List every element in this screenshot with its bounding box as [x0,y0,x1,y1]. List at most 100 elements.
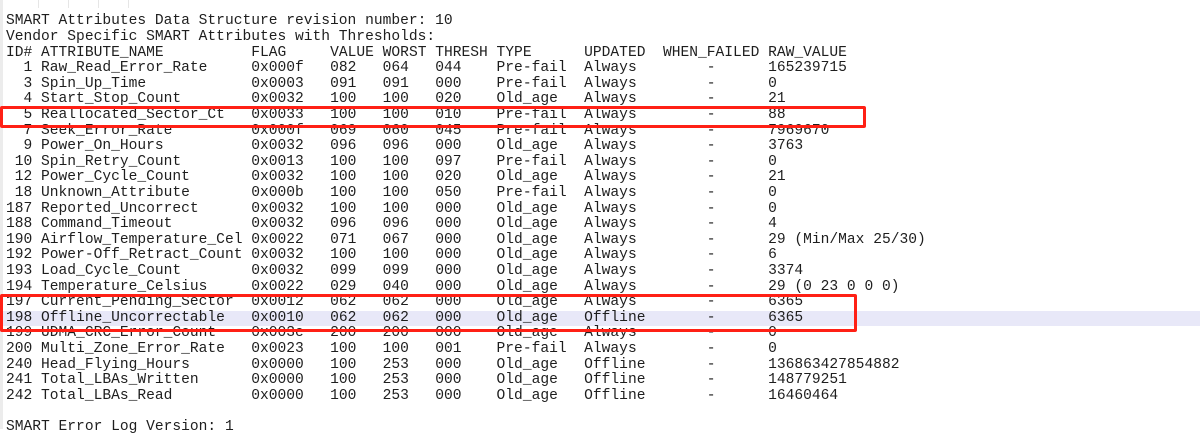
raw-value-cell: 0 [768,153,777,170]
type-cell: Pre-fail [496,185,567,201]
attribute-name-cell: Power-Off_Retract_Count [41,247,243,264]
when-failed-cell: - [706,107,716,123]
table-row[interactable]: 192 Power-Off_Retract_Count 0x0032 100 100 00… [6,248,1200,264]
id-cell: 7 [23,122,33,139]
thresh-cell: 000 [435,294,462,311]
thresh-cell: 000 [435,200,462,217]
when-failed-cell: - [706,185,716,201]
thresh-cell: 000 [435,325,462,342]
raw-value-cell: 7969670 [768,122,830,139]
updated-cell: Always [584,325,637,342]
error-log-version-line: SMART Error Log Version: 1 [6,419,234,435]
updated-cell: Offline [584,372,646,389]
when-failed-cell: - [706,231,716,248]
raw-value-cell: 3763 [768,138,804,155]
thresh-cell: 044 [435,60,462,77]
value-cell: 100 [330,91,357,108]
table-row[interactable]: 18 Unknown_Attribute 0x000b 100 100 050 Pre-fa… [6,185,1200,202]
updated-cell: Always [584,216,637,233]
updated-cell: Always [584,247,637,264]
column-header: ID# [6,44,33,61]
attribute-name-cell: Head_Flying_Hours [41,356,190,373]
id-cell: 199 [6,325,33,342]
type-cell: Old_age [496,387,558,404]
table-row[interactable]: 194 Temperature_Celsius 0x0022 029 040 000 Old… [6,278,1200,296]
when-failed-cell: - [706,200,716,217]
flag-cell: 0x000f [251,122,304,139]
id-cell: 197 [6,294,33,311]
attribute-name-cell: Current_Pending_Sector [41,294,234,311]
when-failed-cell: - [706,122,716,139]
worst-cell: 100 [382,200,409,217]
thresh-cell: 020 [435,91,462,108]
when-failed-cell: - [706,356,716,373]
table-row[interactable]: 1 Raw_Read_Error_Rate 0x000f 082 064 044 Pre-f… [6,61,1200,77]
raw-value-cell: 88 [768,107,786,123]
attribute-name-cell: Start_Stop_Count [41,91,182,108]
when-failed-cell: - [706,372,716,389]
value-cell: 099 [330,263,357,279]
worst-cell: 200 [382,325,409,342]
id-cell: 194 [6,278,33,295]
value-cell: 100 [330,356,357,373]
table-row[interactable]: 9 Power_On_Hours 0x0032 096 096 000 Old_age Alw… [6,139,1200,155]
attribute-name-cell: Offline_Uncorrectable [41,309,225,326]
thresh-cell: 000 [435,247,462,264]
table-row[interactable]: 199 UDMA_CRC_Error_Count 0x003e 200 200 000 Ol… [6,326,1200,342]
updated-cell: Always [584,91,637,108]
value-cell: 062 [330,294,357,311]
updated-cell: Always [584,122,637,139]
flag-cell: 0x000f [251,60,304,77]
worst-cell: 096 [382,216,409,233]
flag-cell: 0x0032 [251,200,304,217]
attribute-name-cell: UDMA_CRC_Error_Count [41,325,217,342]
id-cell: 10 [14,153,33,170]
thresh-cell: 000 [435,356,462,373]
type-cell: Old_age [496,200,558,217]
id-cell: 242 [6,387,33,404]
flag-cell: 0x0003 [251,75,304,92]
table-row[interactable]: 193 Load_Cycle_Count 0x0032 099 099 000 Old_ag… [6,263,1200,280]
table-row[interactable]: 242 Total_LBAs_Read 0x0000 100 253 000 Old_age… [6,387,1200,405]
table-row[interactable]: 188 Command_Timeout 0x0032 096 096 000 Old_age… [6,217,1200,233]
attribute-name-cell: Spin_Up_Time [41,75,147,92]
table-row[interactable]: 190 Airflow_Temperature_Cel 0x0022 071 067 00… [6,231,1200,249]
table-row[interactable]: 187 Reported_Uncorrect 0x0032 100 100 000 Old_… [6,200,1200,218]
value-cell: 100 [330,200,357,217]
table-row[interactable]: 198 Offline_Uncorrectable 0x0010 062 062 000 O… [0,309,1200,327]
table-row[interactable]: 4 Start_Stop_Count 0x0032 100 100 020 Old_age A… [6,92,1200,108]
id-cell: 5 [23,107,33,123]
table-row[interactable]: 241 Total_LBAs_Written 0x0000 100 253 000 Old_… [6,373,1200,389]
when-failed-cell: - [706,169,716,186]
thresh-cell: 000 [435,309,462,326]
column-header: WHEN_FAILED [663,44,760,61]
raw-value-cell: 0 [768,341,777,357]
table-row[interactable]: 3 Spin_Up_Time 0x0003 091 091 000 Pre-fail Alwa… [6,75,1200,93]
updated-cell: Always [584,60,637,77]
value-cell: 091 [330,75,357,92]
table-row[interactable]: 7 Seek_Error_Rate 0x000f 069 060 045 Pre-fail A… [6,122,1200,140]
table-row[interactable]: 12 Power_Cycle_Count 0x0032 100 100 020 Old_ag… [6,170,1200,186]
worst-cell: 253 [382,372,409,389]
column-header: TYPE [496,44,532,61]
table-row[interactable]: 5 Reallocated_Sector_Ct 0x0033 100 100 010 Pre… [6,107,1200,124]
table-row[interactable]: 197 Current_Pending_Sector 0x0012 062 062 000… [6,295,1200,311]
table-row[interactable]: 10 Spin_Retry_Count 0x0013 100 100 097 Pre-fai… [6,153,1200,171]
column-header-row: ID# ATTRIBUTE_NAME FLAG VALUE WORST THRESH TYP… [6,44,1200,62]
updated-cell: Always [584,153,637,170]
flag-cell: 0x0032 [251,169,304,186]
table-row[interactable]: 200 Multi_Zone_Error_Rate 0x0023 100 100 001 P… [6,341,1200,358]
table-row[interactable]: 240 Head_Flying_Hours 0x0000 100 253 000 Old_a… [6,356,1200,374]
raw-value-cell: 4 [768,216,777,233]
type-cell: Pre-fail [496,60,567,77]
attribute-name-cell: Spin_Retry_Count [41,153,182,170]
worst-cell: 100 [382,185,409,201]
value-cell: 096 [330,138,357,155]
flag-cell: 0x0032 [251,247,304,264]
updated-cell: Always [584,75,637,92]
attribute-name-cell: Temperature_Celsius [41,278,208,295]
attribute-name-cell: Command_Timeout [41,216,173,233]
flag-cell: 0x0032 [251,138,304,155]
when-failed-cell: - [706,263,716,279]
thresh-cell: 000 [435,138,462,155]
